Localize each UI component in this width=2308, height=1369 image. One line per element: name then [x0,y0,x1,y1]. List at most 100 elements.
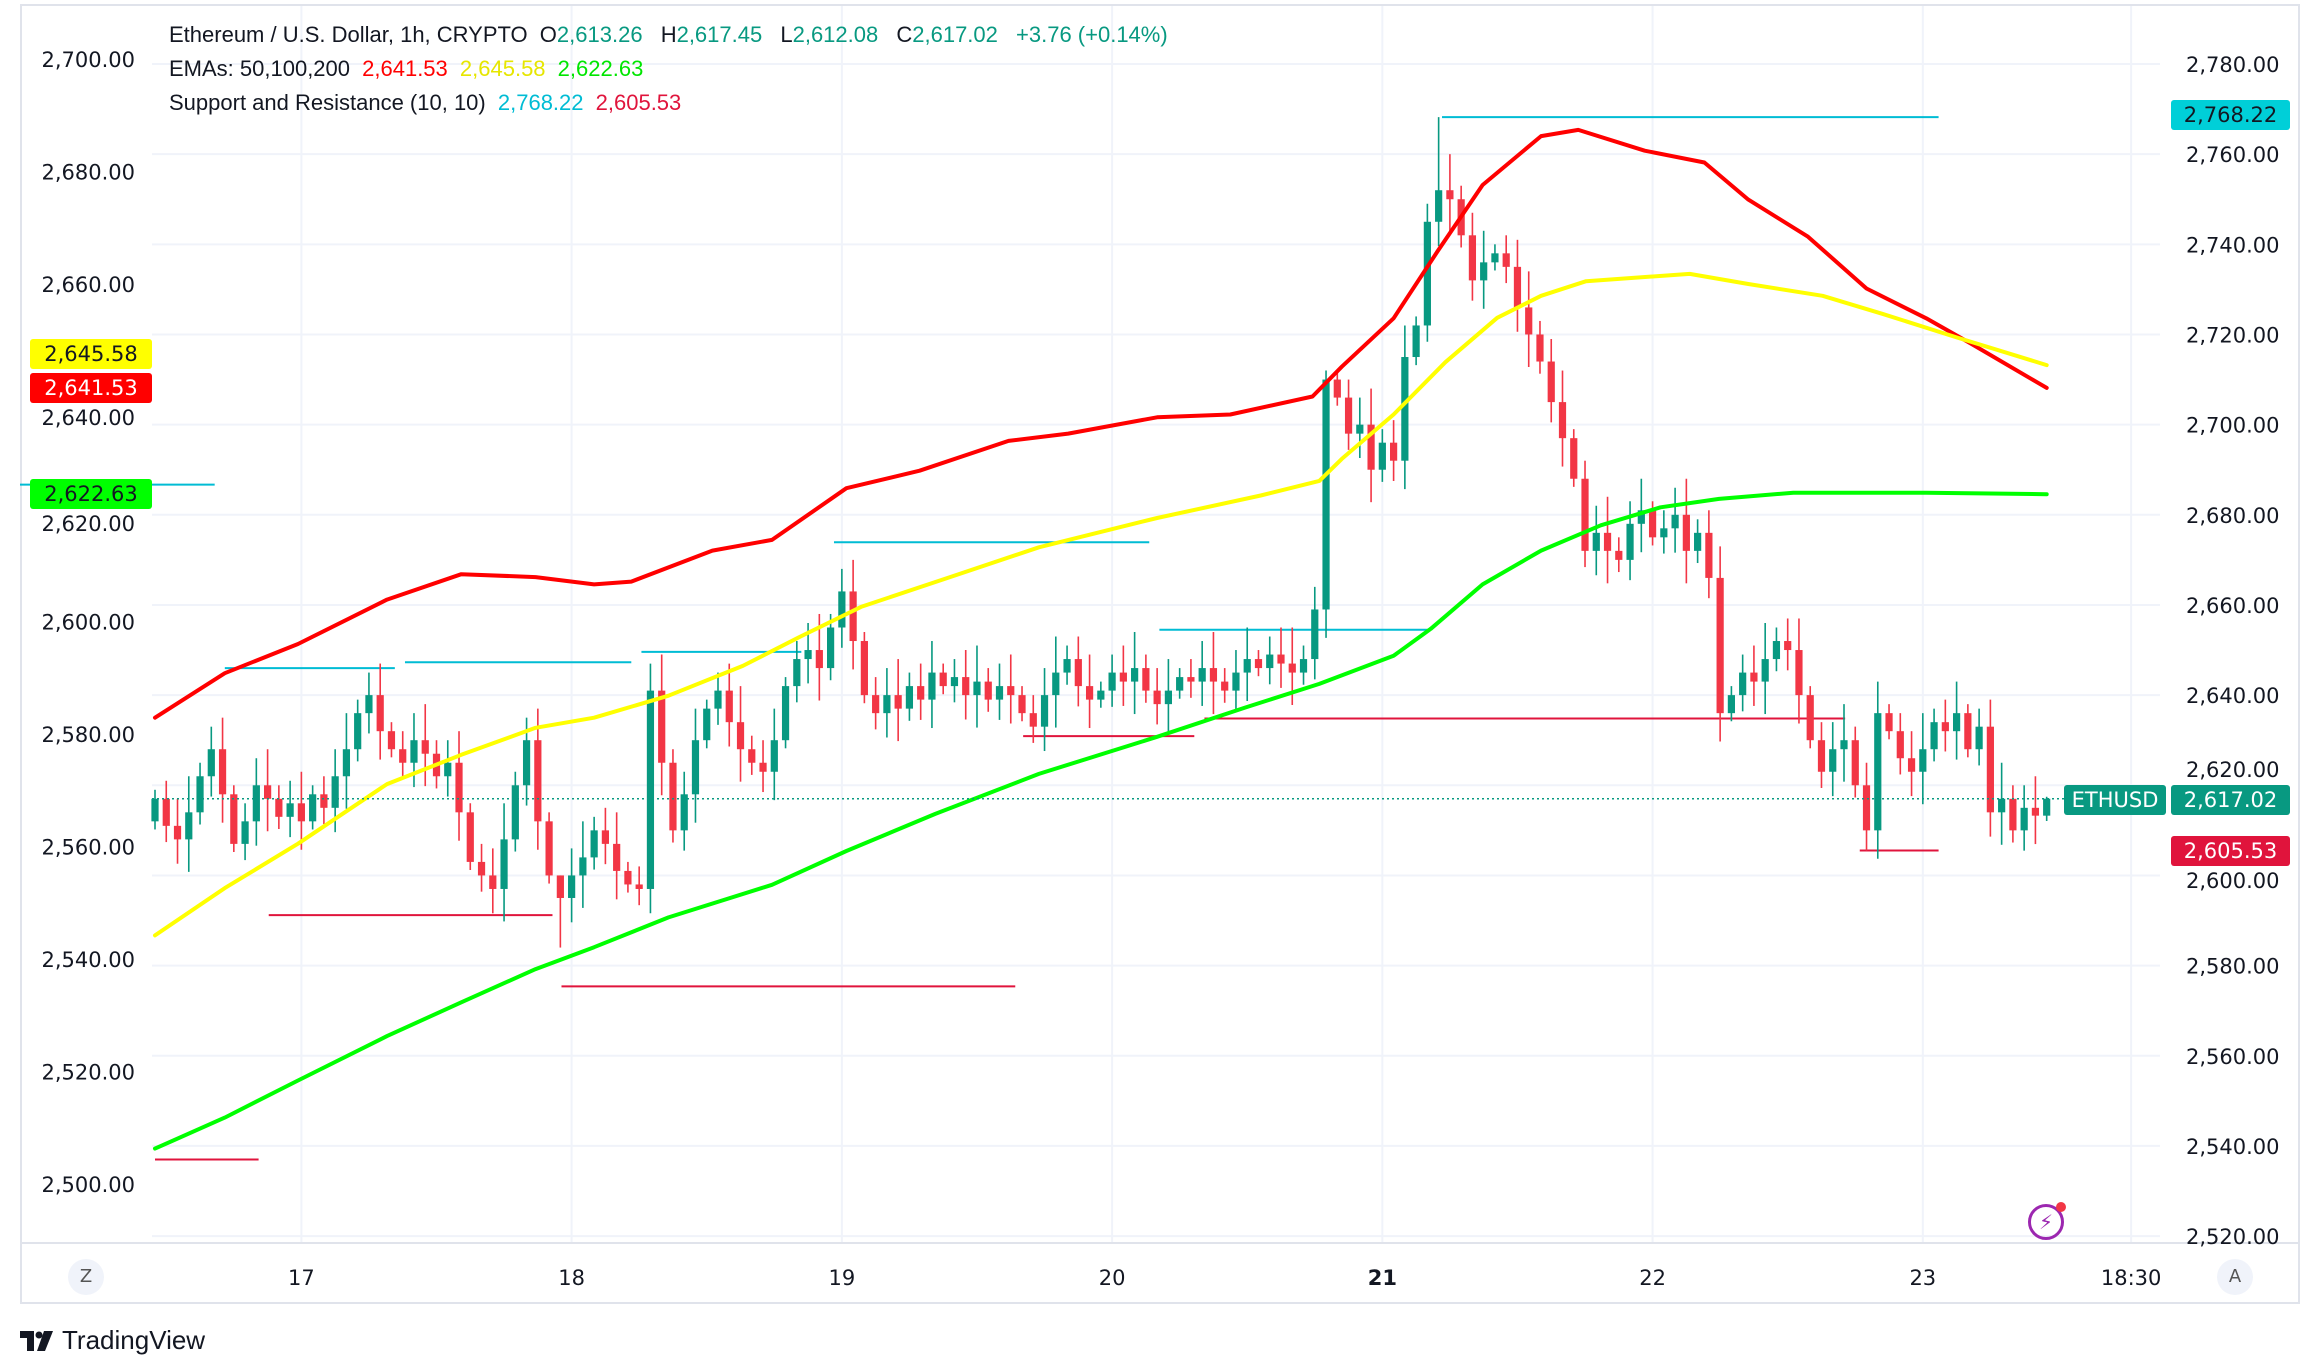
candle-body [309,794,317,822]
candle-body [545,821,553,876]
candle-body [1862,785,1871,831]
candle-body [1131,668,1139,682]
support-value: 2,605.53 [595,90,682,115]
candle-body [714,690,722,709]
candle-body [624,870,632,885]
candle-body [1040,695,1049,727]
ema100-line [153,271,2049,938]
candle-body [1660,528,1668,538]
tradingview-logo[interactable]: TradingView [20,1325,205,1356]
left-axis-tick-label: 2,660.00 [41,273,135,297]
candle-body [151,798,159,822]
candle-body [1254,659,1263,669]
candle-body [1344,397,1353,434]
ema-indicator-label[interactable]: EMAs: 50,100,200 [169,56,351,81]
left-axis-tick-label: 2,560.00 [41,836,135,860]
left-axis-tick-label: 2,700.00 [41,48,135,72]
candle-body [1288,663,1296,673]
candle-body [894,695,902,709]
sr-indicator-label[interactable]: Support and Resistance (10, 10) [169,90,486,115]
candle-body [1592,532,1600,551]
candle-body [1446,190,1454,200]
open-prefix: O [539,22,557,47]
candle-body [1727,695,1735,714]
candle-body [1502,253,1510,267]
candle-body [781,686,790,741]
candle-body [455,762,463,813]
legend-sr-row[interactable]: Support and Resistance (10, 10) 2,768.22… [169,90,687,116]
candle-body [1806,695,1814,741]
candle-body [1682,514,1690,551]
candle-body [1209,668,1218,682]
last-price-label: 2,617.02 [2171,785,2290,815]
notification-dot [2056,1202,2066,1212]
time-axis-tick-label: 22 [1639,1266,1666,1290]
candle-body [635,884,643,889]
ohlc-low: L2,612.08 [780,22,884,47]
candle-body [2043,798,2051,816]
candle-body [1705,532,1713,578]
right-axis-tick-label: 2,660.00 [2186,594,2280,618]
candle-body [1919,749,1927,772]
candle-body [354,713,362,750]
candle-body [860,641,868,696]
candle-body [297,803,305,822]
left-ema100-price-label: 2,645.58 [30,339,152,369]
candle-body [1378,442,1386,470]
candle-body [691,740,700,795]
candle-body [1671,514,1679,529]
time-axis-tick-label: 18:30 [2101,1266,2162,1290]
candle-body [1570,438,1578,479]
candle-body [1198,668,1206,682]
candle-body [185,812,193,840]
candle-body [995,686,1004,700]
candle-body [1513,266,1522,308]
right-resistance-price-label: 2,768.22 [2171,100,2290,130]
candle-body [1097,690,1105,700]
ohlc-close: C2,617.02 [896,22,1004,47]
legend-ema-row[interactable]: EMAs: 50,100,200 2,641.53 2,645.58 2,622… [169,56,649,82]
high-prefix: H [660,22,677,47]
candle-body [1333,379,1341,398]
right-axis-tick-label: 2,700.00 [2186,414,2280,438]
candle-body [1074,659,1082,687]
candle-body [1108,672,1116,691]
candle-body [1153,690,1161,705]
candle-body [703,708,711,741]
candle-body [2020,807,2028,831]
candle-body [1784,641,1792,651]
right-axis-tick-label: 2,600.00 [2186,869,2280,893]
ema50-value: 2,641.53 [362,56,448,81]
candle-body [1648,510,1657,538]
time-axis-tick-label: 20 [1099,1266,1126,1290]
candle-body [759,762,767,772]
candle-body [1299,659,1308,673]
candle-body [793,659,801,687]
candle-body [207,749,215,777]
candle-body [804,650,812,660]
candle-body [1423,221,1431,326]
candle-body [1941,722,1949,732]
symbol-title[interactable]: Ethereum / U.S. Dollar, 1h, CRYPTO [169,22,528,47]
candle-body [2031,807,2040,816]
candle-body [196,776,204,813]
left-scale-button[interactable]: Z [68,1259,104,1295]
candle-body [1581,478,1589,551]
chart-frame [20,4,2300,1304]
candle-body [770,740,778,772]
candle-body [1232,672,1240,691]
candle-body [376,695,384,732]
candle-body [883,695,891,714]
candle-body [1975,726,1983,750]
time-axis-tick-label: 17 [288,1266,315,1290]
time-axis-tick-label: 21 [1368,1266,1397,1290]
candle-body [1480,262,1488,281]
candle-body [342,749,351,777]
lightning-icon[interactable]: ⚡ [2028,1202,2066,1240]
candle-body [1772,641,1781,660]
candle-body [613,843,621,871]
legend-symbol-row: Ethereum / U.S. Dollar, 1h, CRYPTO O2,61… [169,22,1174,48]
auto-scale-button[interactable]: A [2217,1259,2253,1295]
candle-body [725,690,733,723]
